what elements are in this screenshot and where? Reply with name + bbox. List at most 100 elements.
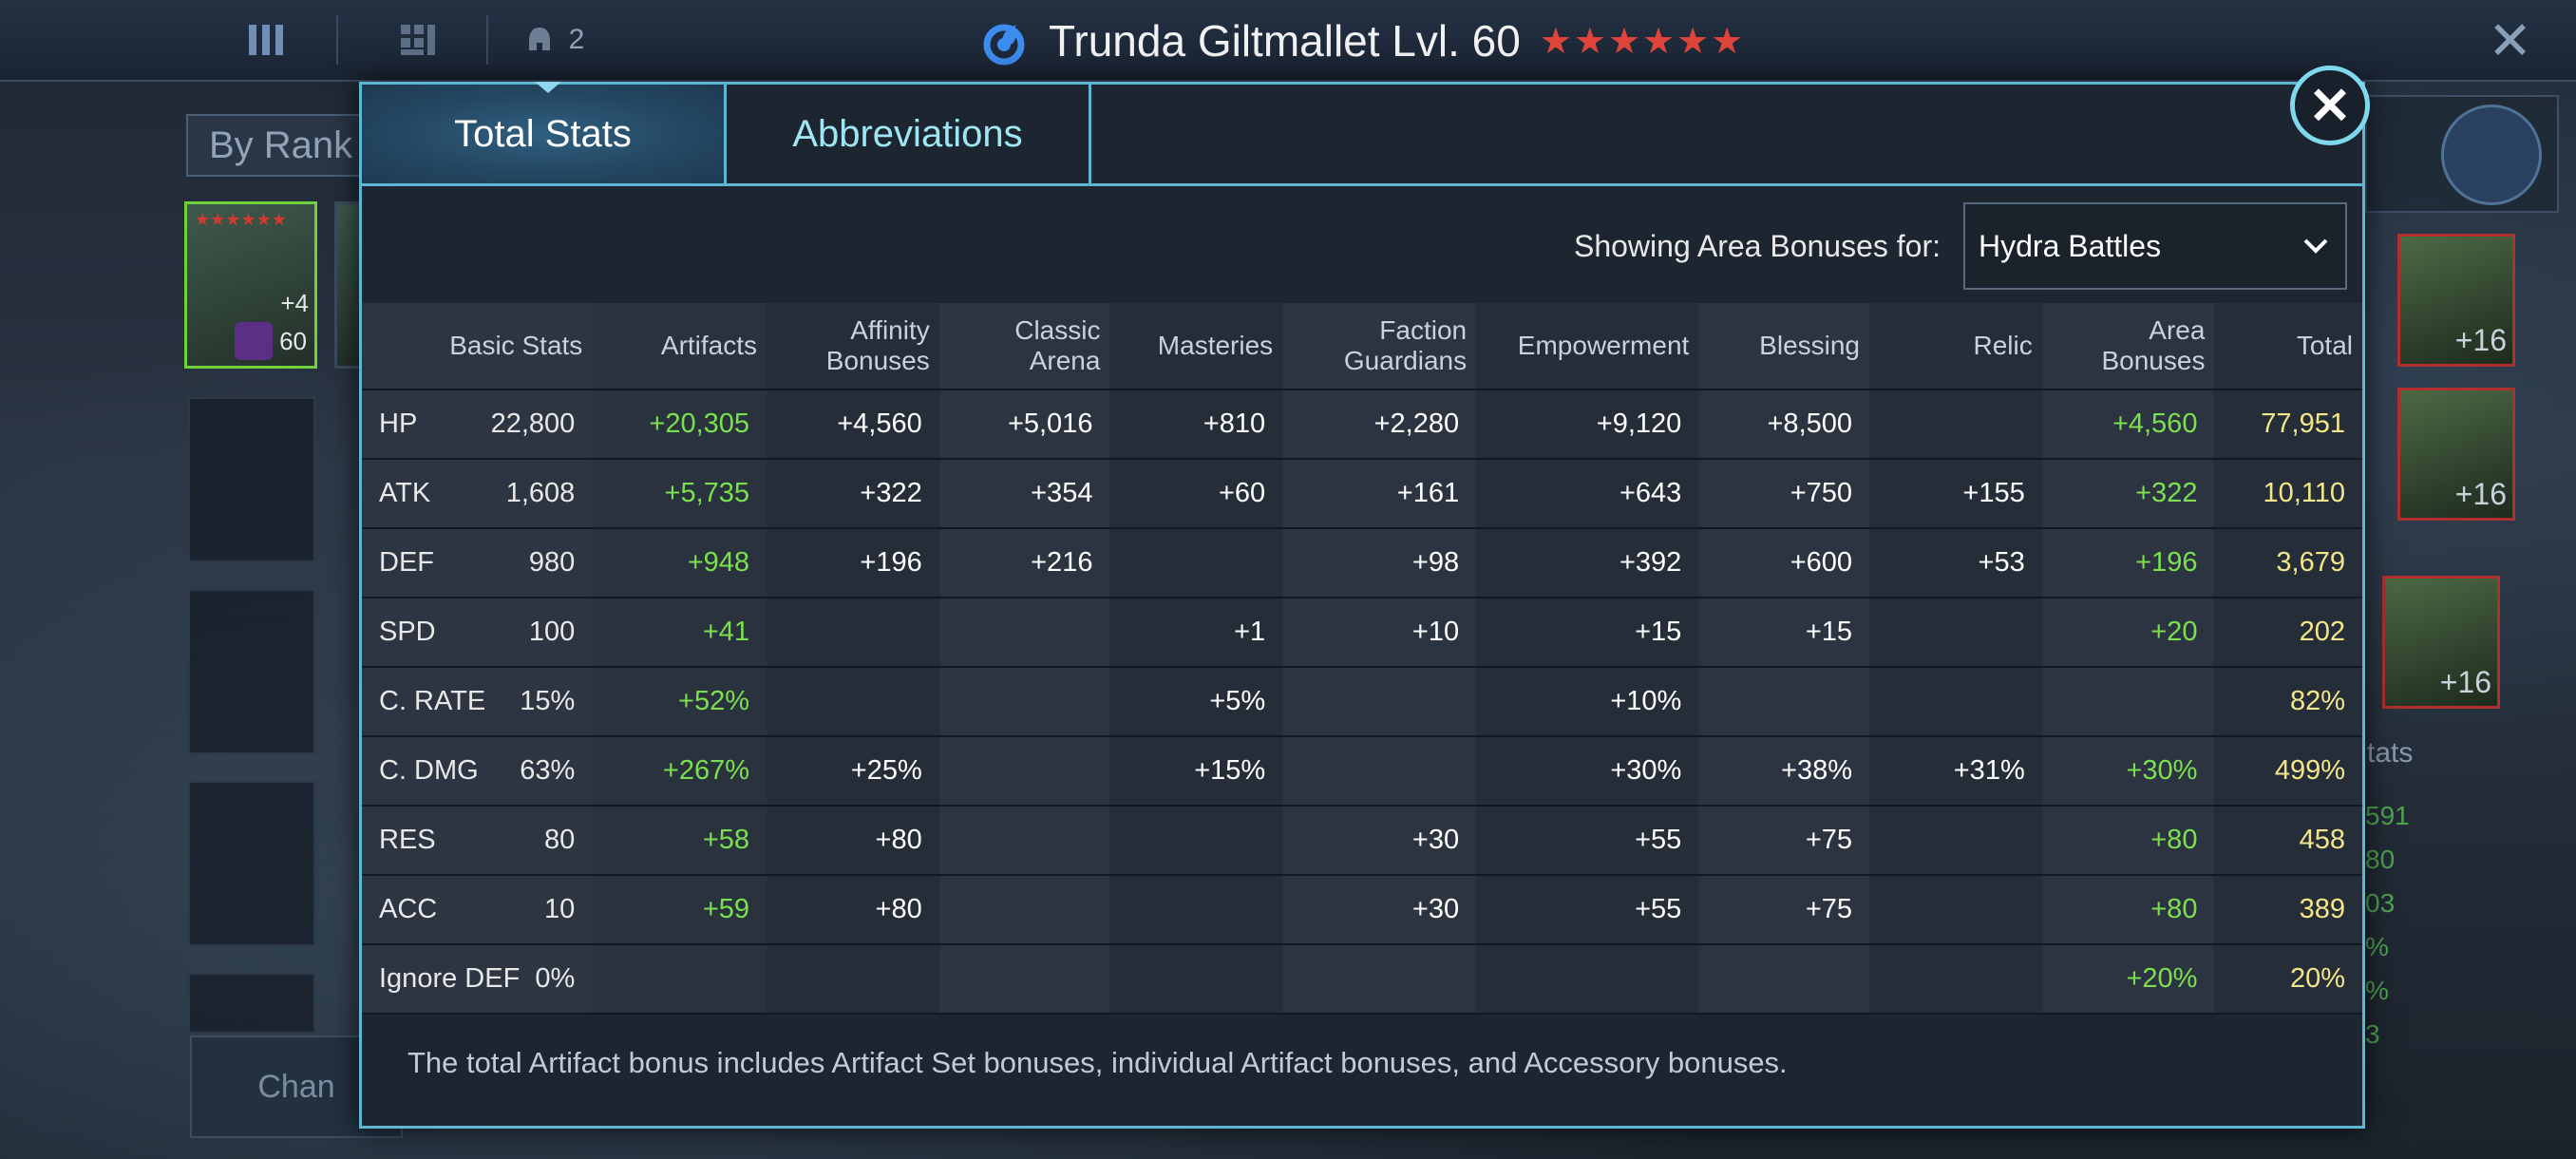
- stat-value: 80: [2365, 845, 2396, 874]
- faction-cell: +98: [1282, 528, 1477, 598]
- area-cell: [2041, 667, 2215, 737]
- total-cell: 77,951: [2214, 390, 2362, 460]
- faction-cell: +30: [1282, 806, 1477, 876]
- artifacts-cell: +52%: [592, 667, 767, 737]
- stat-value: %: [2365, 932, 2389, 961]
- top-bar: 2 Trunda Giltmallet Lvl. 60 ★★★★★★ ✕: [0, 0, 2576, 82]
- empty-slot: [188, 781, 315, 946]
- masteries-cell: [1109, 875, 1283, 945]
- stat-name-cell: DEF 980: [362, 528, 593, 598]
- close-icon[interactable]: ✕: [2488, 10, 2532, 70]
- artifacts-cell: +948: [592, 528, 767, 598]
- relic-cell: [1869, 875, 2042, 945]
- blessing-cell: +15: [1698, 598, 1870, 668]
- table-row: Ignore DEF 0% +20% 20%: [362, 944, 2362, 1015]
- faction-cell: [1282, 667, 1477, 737]
- masteries-cell: +810: [1109, 390, 1283, 460]
- basic-stat-value: 980: [528, 547, 576, 578]
- empowerment-cell: +15: [1476, 598, 1699, 668]
- tab-total-stats[interactable]: Total Stats: [362, 82, 727, 183]
- masteries-cell: [1109, 528, 1283, 598]
- affinity-cell: +322: [767, 459, 939, 529]
- table-row: C. DMG 63% +267% +25% +15% +30% +38% +31% +30% 49…: [362, 736, 2362, 807]
- column-header: Affinity Bonuses: [767, 303, 939, 390]
- relic-cell: [1869, 667, 2042, 737]
- faction-cell: +2,280: [1282, 390, 1477, 460]
- table-row: ACC 10 +59 +80 +30 +55 +75 +80 389: [362, 875, 2362, 945]
- champion-card[interactable]: ★★★★★★ +4 60: [184, 201, 317, 369]
- relic-cell: +155: [1869, 459, 2042, 529]
- faction-cell: +10: [1282, 598, 1477, 668]
- faction-cell: [1282, 736, 1477, 807]
- arena-cell: +354: [938, 459, 1110, 529]
- basic-stat-value: 10: [544, 894, 576, 924]
- arena-cell: +5,016: [938, 390, 1110, 460]
- blessing-cell: +38%: [1698, 736, 1870, 807]
- masteries-cell: +5%: [1109, 667, 1283, 737]
- column-header: Empowerment: [1476, 303, 1699, 390]
- list-view-icon[interactable]: [237, 13, 294, 66]
- grid-view-icon[interactable]: [389, 13, 446, 66]
- column-header: Relic: [1869, 303, 2042, 390]
- artifacts-cell: +5,735: [592, 459, 767, 529]
- footnote: The total Artifact bonus includes Artifa…: [407, 1046, 1788, 1079]
- artifact-card[interactable]: +16: [2397, 388, 2515, 521]
- affinity-cell: [767, 944, 939, 1015]
- tab-divider: [362, 183, 2362, 186]
- basic-stat-value: 100: [528, 617, 576, 647]
- arena-cell: [938, 875, 1110, 945]
- basic-stat-value: 80: [544, 825, 576, 855]
- area-cell: +30%: [2041, 736, 2215, 807]
- column-header: Blessing: [1698, 303, 1870, 390]
- card-bonus: +4: [280, 289, 309, 317]
- total-cell: 82%: [2214, 667, 2362, 737]
- stat-value: 3: [2365, 1019, 2380, 1049]
- close-dialog-button[interactable]: ✕: [2290, 66, 2370, 145]
- arena-cell: [938, 736, 1110, 807]
- relic-cell: [1869, 944, 2042, 1015]
- empty-slot: [188, 589, 315, 754]
- empowerment-cell: +392: [1476, 528, 1699, 598]
- stat-name-cell: RES 80: [362, 806, 593, 876]
- tab-abbreviations[interactable]: Abbreviations: [727, 85, 1091, 183]
- total-cell: 10,110: [2214, 459, 2362, 529]
- divider: [336, 15, 338, 65]
- stat-label: C. DMG: [379, 755, 479, 786]
- stat-label: ACC: [379, 894, 438, 924]
- stat-label: SPD: [379, 617, 436, 647]
- arena-cell: +216: [938, 528, 1110, 598]
- card-stars: ★★★★★★: [195, 210, 287, 229]
- helmet-icon: [528, 28, 550, 50]
- empowerment-cell: +9,120: [1476, 390, 1699, 460]
- affinity-cell: +80: [767, 806, 939, 876]
- stat-label: ATK: [379, 478, 431, 508]
- empowerment-cell: [1476, 944, 1699, 1015]
- basic-stat-value: 1,608: [505, 478, 576, 508]
- stats-table: Basic Stats Artifacts Affinity Bonuses C…: [362, 303, 2362, 1015]
- area-select-dropdown[interactable]: Hydra Battles: [1963, 202, 2347, 290]
- column-header: Classic Arena: [938, 303, 1110, 390]
- total-cell: 499%: [2214, 736, 2362, 807]
- total-cell: 3,679: [2214, 528, 2362, 598]
- area-cell: +20%: [2041, 944, 2215, 1015]
- stat-label: RES: [379, 825, 436, 855]
- faction-cell: +30: [1282, 875, 1477, 945]
- blessing-cell: +75: [1698, 875, 1870, 945]
- empowerment-cell: +10%: [1476, 667, 1699, 737]
- relic-cell: [1869, 806, 2042, 876]
- empowerment-cell: +55: [1476, 806, 1699, 876]
- team-counter[interactable]: 2: [513, 13, 598, 66]
- artifacts-cell: [592, 944, 767, 1015]
- stats-heading: tats: [2367, 737, 2414, 769]
- artifacts-cell: +20,305: [592, 390, 767, 460]
- artifact-set-icon[interactable]: [2441, 104, 2542, 205]
- arena-cell: [938, 806, 1110, 876]
- total-cell: 458: [2214, 806, 2362, 876]
- affinity-cell: +4,560: [767, 390, 939, 460]
- artifact-card[interactable]: +16: [2397, 234, 2515, 367]
- artifact-card[interactable]: +16: [2382, 576, 2500, 709]
- total-cell: 389: [2214, 875, 2362, 945]
- total-cell: 20%: [2214, 944, 2362, 1015]
- filter-label: Showing Area Bonuses for:: [1573, 228, 1941, 263]
- masteries-cell: [1109, 806, 1283, 876]
